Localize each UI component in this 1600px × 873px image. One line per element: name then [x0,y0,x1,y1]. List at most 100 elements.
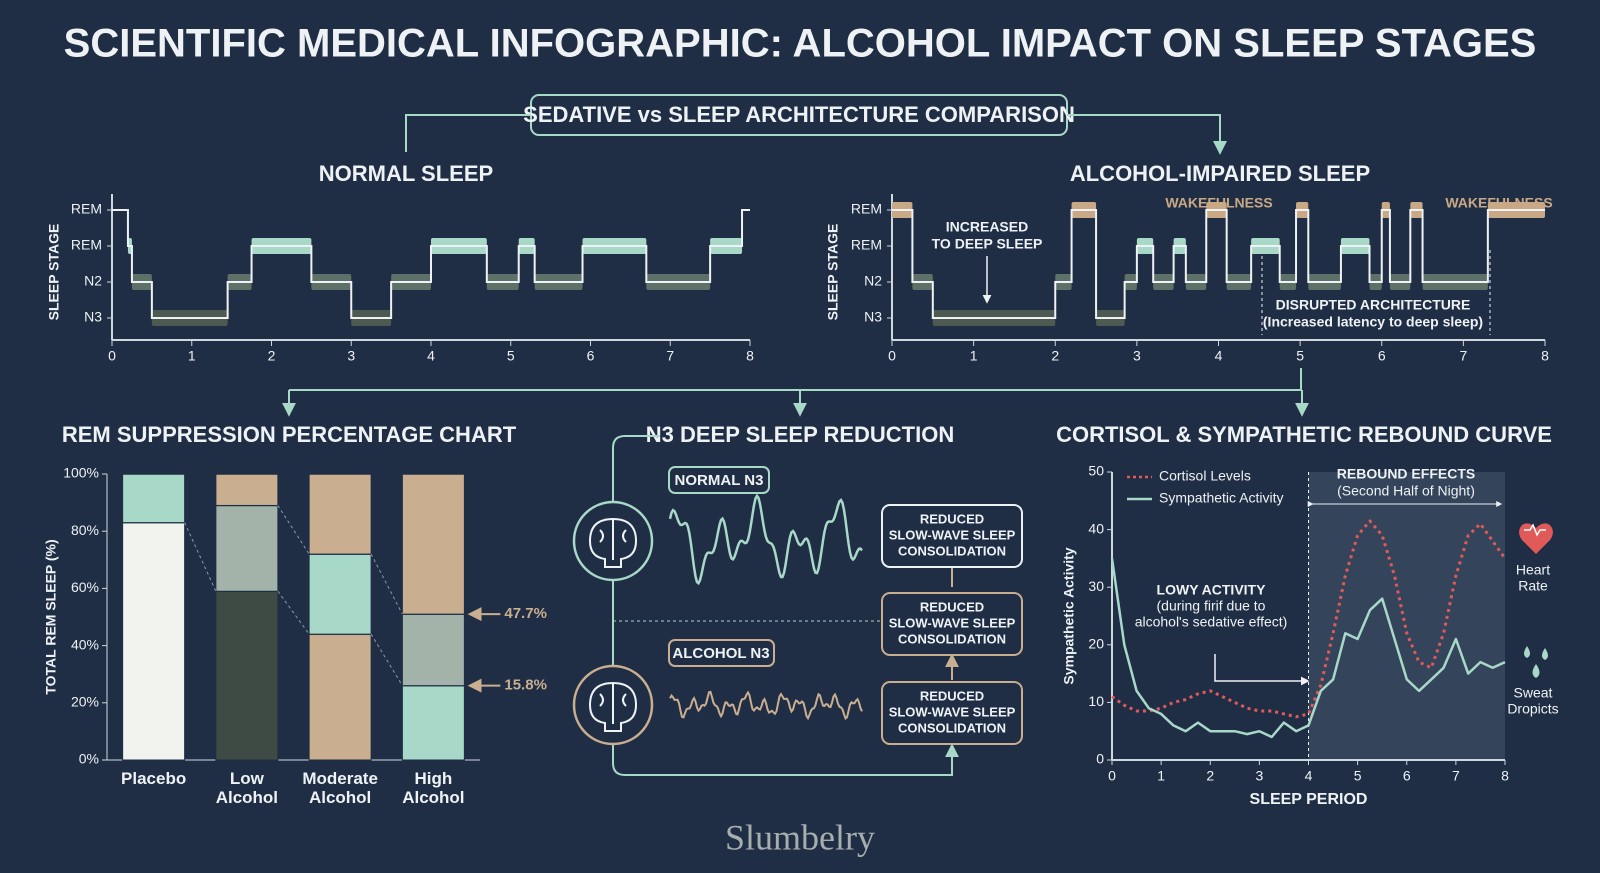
alcohol-wave [669,690,863,721]
n3-box-text: REDUCED [920,599,984,614]
x-tick-label: 1 [970,348,978,364]
x-tick-label: 8 [1501,768,1509,784]
y-axis-label: SLEEP STAGE [825,224,841,321]
y-tick-label: 80% [71,522,99,538]
stage-line [892,209,1545,319]
y-axis-label: TOTAL REM SLEEP (%) [43,539,59,694]
x-tick-label: Placebo [121,769,186,788]
brand: Slumbelry [725,817,875,857]
bar-segment [401,473,465,615]
connector [370,633,403,686]
connector [277,590,310,635]
x-tick-label: 6 [587,348,595,364]
x-tick-label: 2 [268,348,276,364]
annotation: alcohol's sedative effect) [1135,614,1288,630]
y-tick-label: 100% [63,465,99,481]
legend-label: Cortisol Levels [1159,468,1251,484]
n3-box-text: CONSOLIDATION [898,631,1006,646]
bar-segment [215,504,279,592]
x-tick-label: 0 [888,348,896,364]
bar-segment [308,633,372,761]
n3-box [881,592,1023,656]
x-tick-label: Moderate Alcohol [302,769,378,807]
chart-title: CORTISOL & SYMPATHETIC REBOUND CURVE [1056,422,1552,447]
brain-glyph [589,681,638,732]
y-tick-label: 0 [1096,751,1104,767]
annotation: DISRUPTED ARCHITECTURE [1276,297,1471,313]
alcohol-n3-label: ALCOHOL N3 [672,645,769,662]
x-tick-label: 3 [1133,348,1141,364]
x-tick-label: 0 [1108,768,1116,784]
y-tick-label: 20% [71,694,99,710]
n3-box-text: REDUCED [920,688,984,703]
y-tick-label: 60% [71,579,99,595]
x-tick-label: 5 [1354,768,1362,784]
normal-wave [668,493,863,586]
y-tick-label: 40% [71,636,99,652]
legend-label: Sympathetic Activity [1159,490,1284,506]
annotation: TO DEEP SLEEP [932,236,1043,252]
x-tick-label: 4 [427,348,435,364]
y-tick-label: REM [71,237,102,253]
annotation: Rate [1518,578,1548,594]
x-tick-label: 3 [1255,768,1263,784]
main-title: SCIENTIFIC MEDICAL INFOGRAPHIC: ALCOHOL … [64,22,1537,66]
series-line [1110,558,1506,739]
n3-box-text: CONSOLIDATION [898,720,1006,735]
y-tick-label: N3 [864,309,882,325]
annotation: (Second Half of Night) [1337,483,1475,499]
x-tick-label: High Alcohol [402,769,464,807]
label-box [668,466,770,494]
n3-bracket [612,435,959,776]
annotation: Sweat [1514,685,1553,701]
x-tick-label: 7 [1459,348,1467,364]
annotation: WAKEFULNESS [1445,195,1552,211]
annotation: Dropicts [1507,701,1558,717]
n3-title: N3 DEEP SLEEP REDUCTION [646,422,954,447]
n3-box-text: REDUCED [920,511,984,526]
x-tick-label: 1 [188,348,196,364]
stage-line [112,209,750,319]
n3-box-text: SLOW-WAVE SLEEP [889,704,1016,719]
x-tick-label: 1 [1157,768,1165,784]
x-tick-label: 8 [1541,348,1549,364]
bar-segment [122,522,186,761]
y-tick-label: 0% [79,751,99,767]
y-tick-label: REM [851,201,882,217]
n3-box-text: CONSOLIDATION [898,543,1006,558]
y-tick-label: 40 [1088,520,1104,536]
y-tick-label: REM [851,237,882,253]
x-tick-label: 4 [1305,768,1313,784]
annotation: WAKEFULNESS [1165,195,1272,211]
x-tick-label: 0 [108,348,116,364]
x-tick-label: 3 [347,348,355,364]
y-tick-label: N2 [864,273,882,289]
x-tick-label: 6 [1378,348,1386,364]
subtitle: SEDATIVE vs SLEEP ARCHITECTURE COMPARISO… [523,102,1075,127]
y-axis-label: SLEEP STAGE [46,224,62,321]
chart-title: ALCOHOL-IMPAIRED SLEEP [1070,161,1370,186]
n3-box-text: SLOW-WAVE SLEEP [889,527,1016,542]
n3-box [881,681,1023,745]
x-tick-label: 4 [1215,348,1223,364]
bar-segment [401,685,465,761]
x-tick-label: Low Alcohol [216,769,278,807]
annotation: LOWY ACTIVITY [1157,582,1267,598]
x-tick-label: 8 [746,348,754,364]
annotation: (Increased latency to deep sleep) [1263,314,1483,330]
n3-box [881,504,1023,568]
x-tick-label: 7 [666,348,674,364]
bar-segment [401,613,465,687]
x-tick-label: 7 [1452,768,1460,784]
x-tick-label: 5 [507,348,515,364]
annotation: (during firif due to [1157,598,1266,614]
x-tick-label: 2 [1206,768,1214,784]
annotation: 15.8% [504,677,547,694]
label-box [668,639,775,667]
chart-title: NORMAL SLEEP [319,161,493,186]
x-tick-label: 2 [1051,348,1059,364]
annotation-arrow [1214,654,1310,686]
